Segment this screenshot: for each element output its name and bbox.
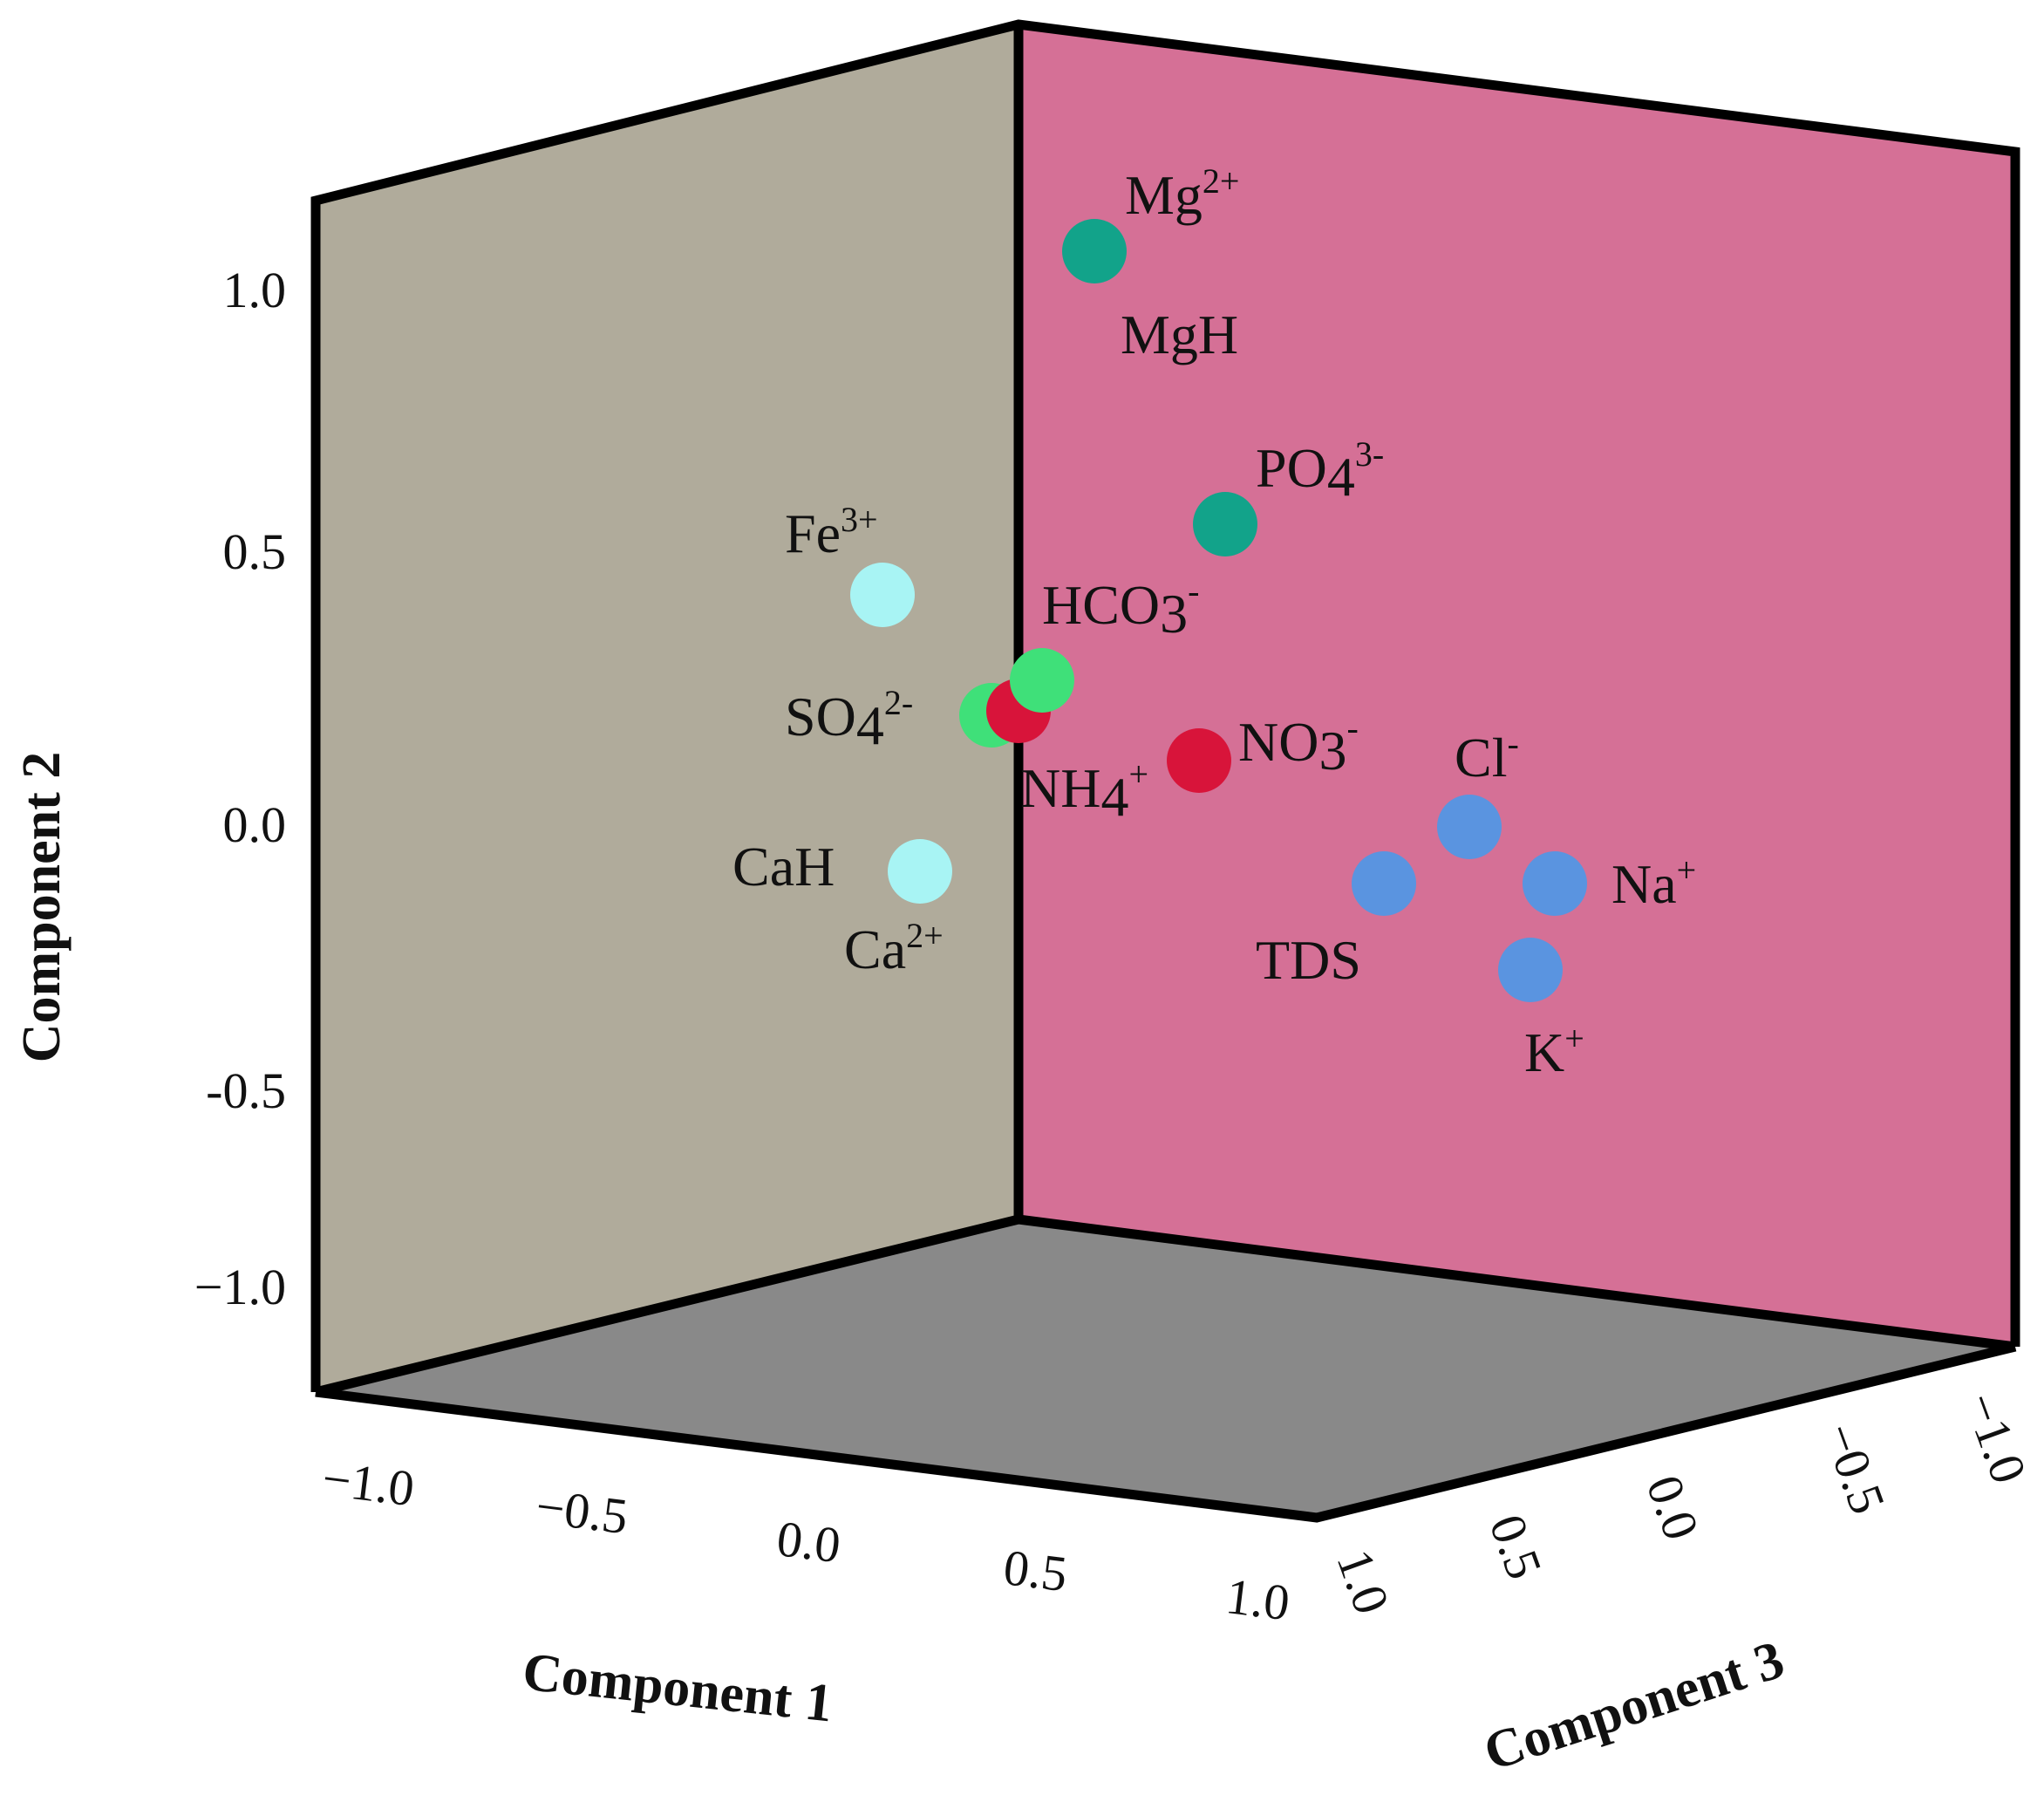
y-tick-label: 0.0 xyxy=(223,796,287,853)
point-label: Ca2+ xyxy=(844,916,944,980)
data-point xyxy=(1352,851,1416,916)
point-label: Na+ xyxy=(1611,850,1696,915)
x-tick-label: 0.5 xyxy=(1000,1539,1070,1602)
point-label: HCO3- xyxy=(1042,571,1199,645)
x-ticks: −1.0 −0.5 0.0 0.5 1.0 xyxy=(319,1450,1292,1631)
x-tick-label: 0.0 xyxy=(773,1510,843,1573)
y-tick-label: 1.0 xyxy=(223,262,287,318)
point-label: SO42- xyxy=(785,683,913,756)
back-wall xyxy=(1019,24,2015,1347)
point-label: Fe3+ xyxy=(785,500,878,564)
data-point xyxy=(1193,492,1257,556)
box-edges xyxy=(310,19,2020,1523)
data-point xyxy=(1437,795,1502,859)
point-label: CaH xyxy=(732,836,835,898)
y-tick-label: −1.0 xyxy=(194,1259,286,1315)
z-tick-label: 0.0 xyxy=(1635,1468,1710,1546)
point-label: NO3- xyxy=(1238,708,1359,782)
point-label: Mg2+ xyxy=(1125,161,1239,226)
data-point xyxy=(888,839,952,904)
z-tick-label: 0.5 xyxy=(1478,1507,1553,1586)
point-label: K+ xyxy=(1524,1019,1584,1083)
x-tick-label: −1.0 xyxy=(319,1450,417,1517)
z-tick-label: 1.0 xyxy=(1325,1542,1400,1621)
y-tick-label: -0.5 xyxy=(206,1062,286,1119)
data-point xyxy=(1498,938,1563,1002)
point-label: PO43- xyxy=(1256,434,1384,508)
data-point xyxy=(1010,648,1074,713)
edge-floor-back xyxy=(1018,1214,2016,1352)
point-label: MgH xyxy=(1121,304,1238,365)
data-point xyxy=(1167,728,1231,793)
x-tick-label: 1.0 xyxy=(1223,1567,1292,1631)
point-label: Cl- xyxy=(1455,724,1519,788)
data-point xyxy=(850,563,915,627)
y-ticks: 1.0 0.5 0.0 -0.5 −1.0 xyxy=(194,262,286,1315)
x-tick-label: −0.5 xyxy=(533,1478,630,1545)
z-tick-label: −0.5 xyxy=(1812,1416,1897,1521)
point-label: NH4+ xyxy=(1020,754,1148,828)
z-tick-label: −1.0 xyxy=(1953,1385,2038,1491)
left-wall xyxy=(316,24,1019,1392)
point-label: TDS xyxy=(1256,929,1361,991)
data-point xyxy=(1523,851,1587,916)
y-axis-title: Component 2 xyxy=(12,752,72,1063)
points-layer xyxy=(850,219,1587,1002)
labels-layer: Mg2+ MgH PO43- Fe3+ HCO3- SO42- NH4+ NO3- Cl- Na+… xyxy=(732,161,1696,1083)
x-axis-title: Component 1 xyxy=(520,1642,835,1734)
z-axis-title: Component 3 xyxy=(1477,1630,1791,1783)
edge-floor-left xyxy=(314,1214,1020,1397)
edge-floor-front xyxy=(315,1341,2017,1523)
y-tick-label: 0.5 xyxy=(223,523,287,580)
data-point xyxy=(1062,219,1127,283)
